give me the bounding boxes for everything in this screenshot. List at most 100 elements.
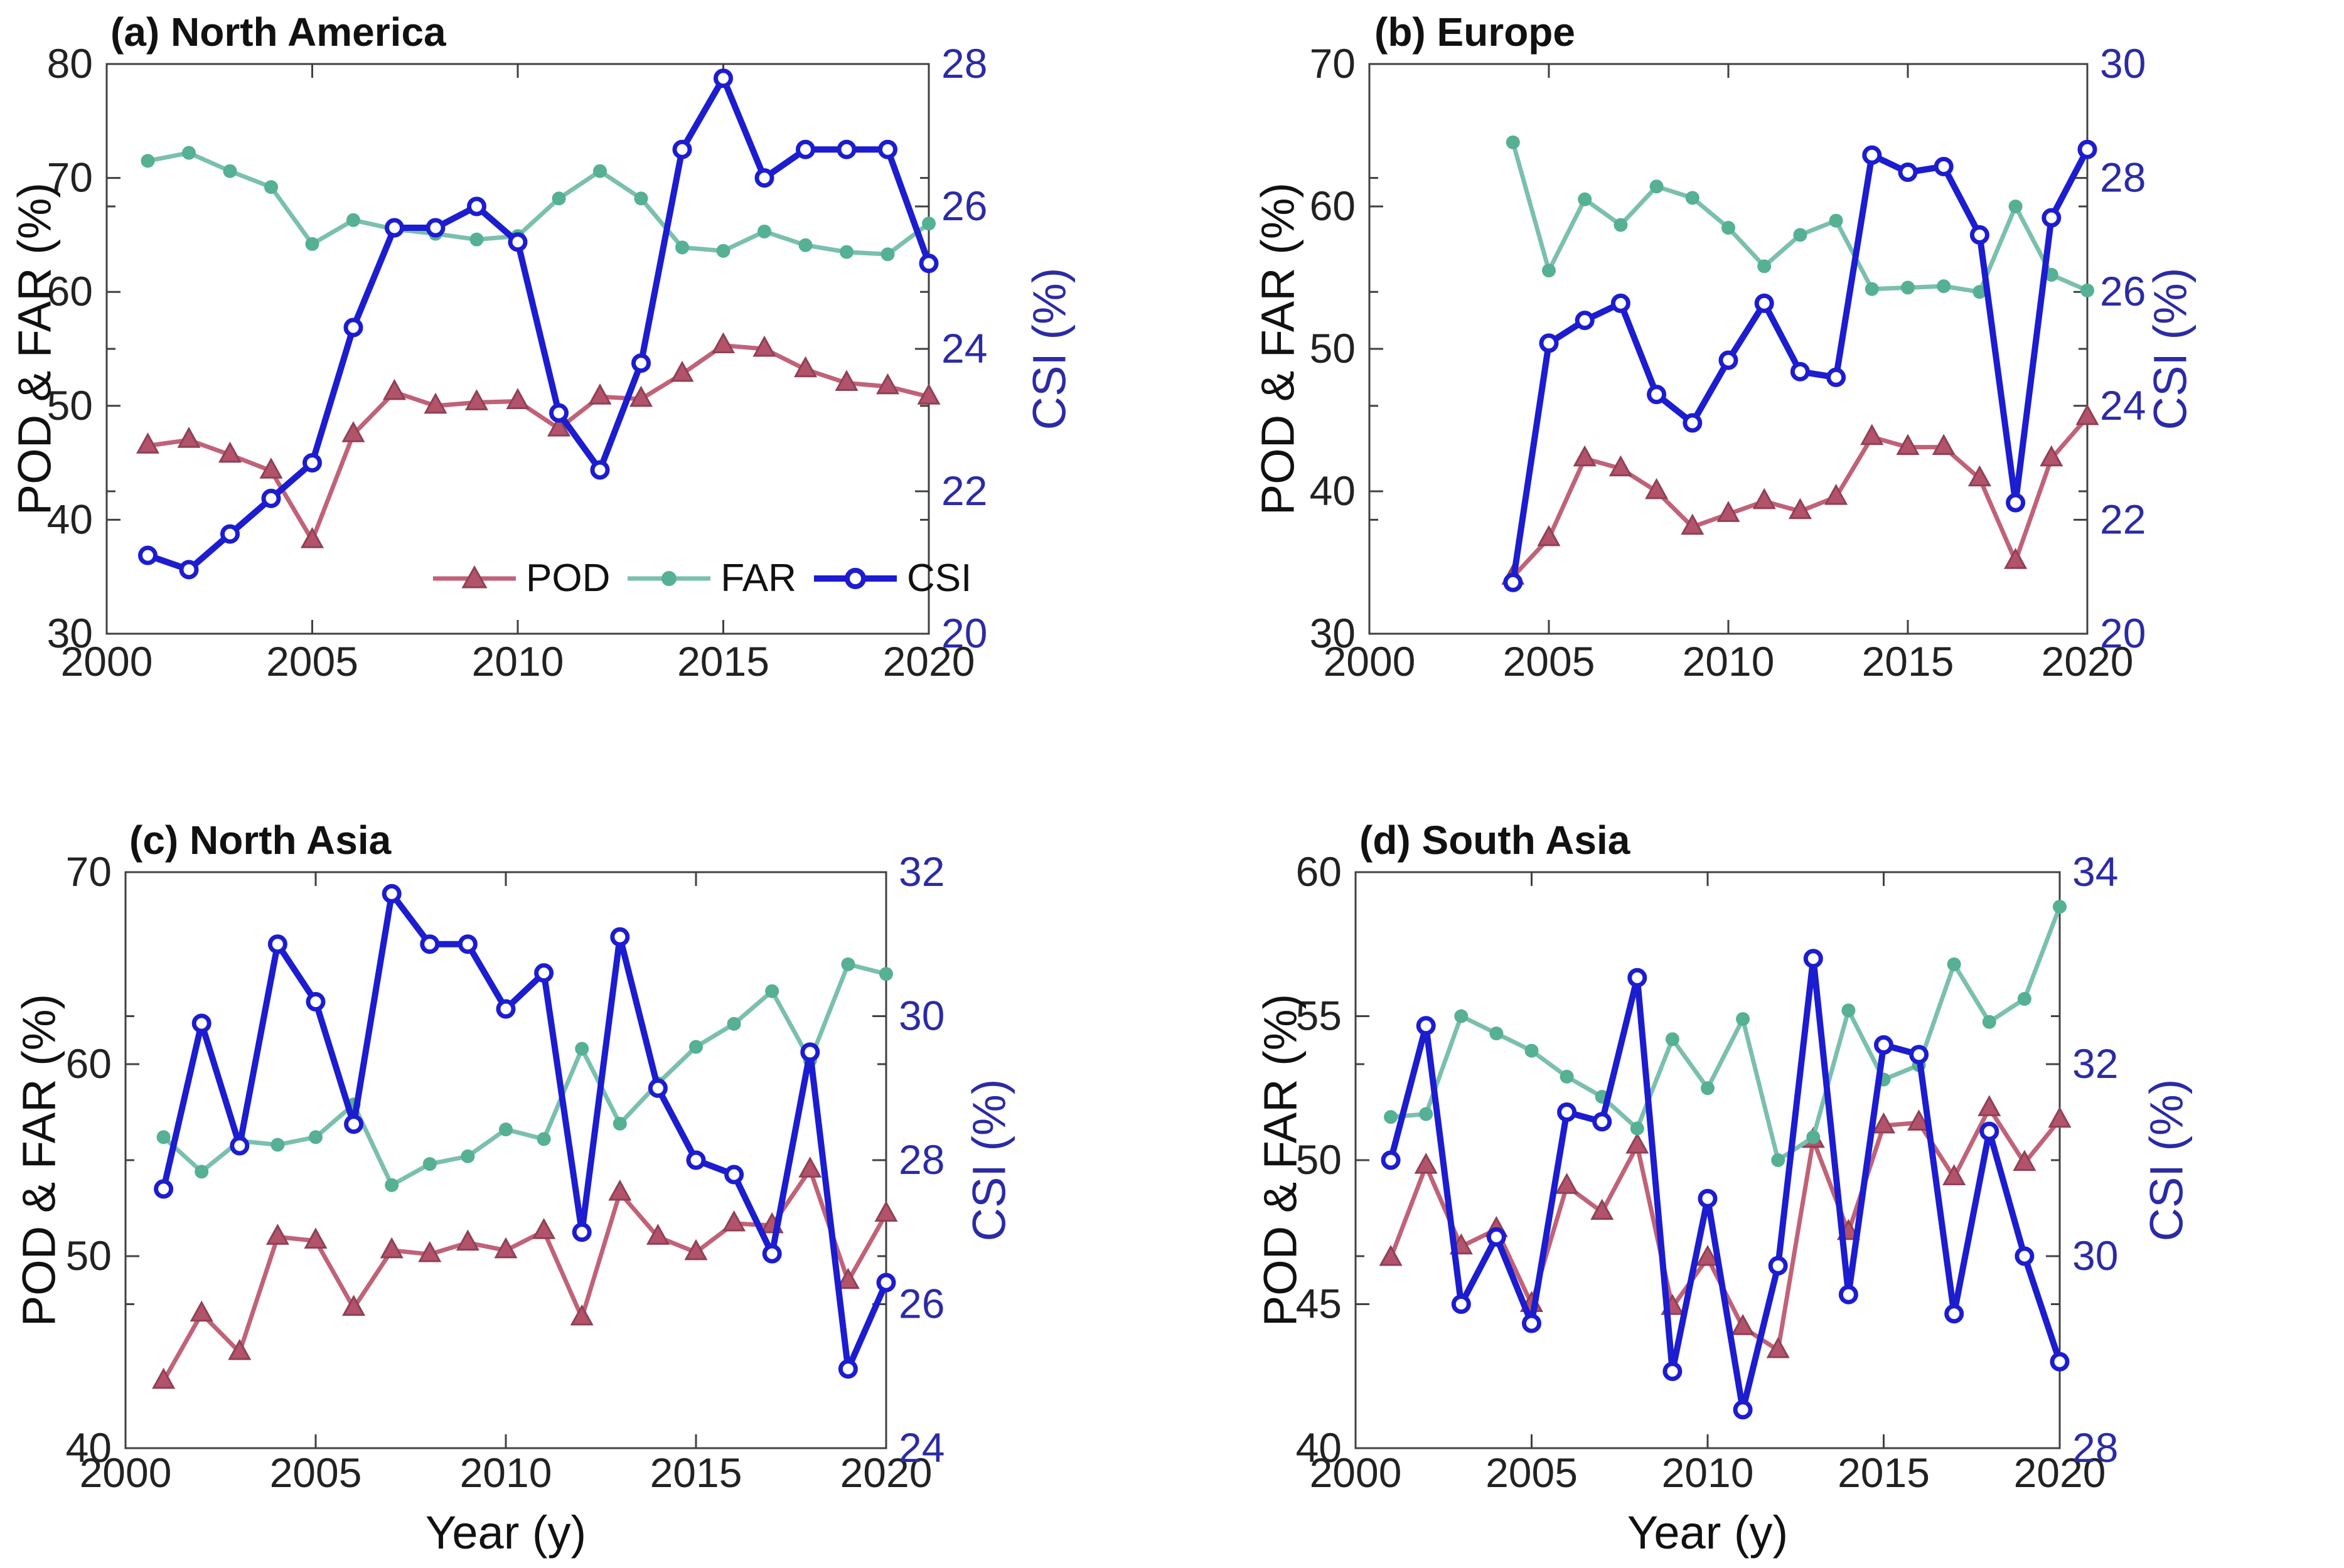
pod-series: [152, 1156, 898, 1389]
x-tick-label: 2020: [840, 1449, 933, 1496]
far-marker: [634, 191, 648, 206]
pod-marker: [917, 383, 941, 405]
left-tick-label: 50: [66, 1232, 112, 1279]
pod-marker: [1379, 1244, 1403, 1266]
left-tick-label: 40: [47, 496, 93, 542]
csi-marker: [385, 218, 404, 238]
left-tick-label: 55: [1296, 993, 1342, 1039]
far-marker: [1506, 135, 1520, 149]
csi-marker: [648, 1078, 668, 1098]
left-tick-label: 60: [1296, 848, 1342, 895]
pod-series: [136, 332, 941, 548]
far-marker: [1630, 1121, 1644, 1136]
right-tick-label: 28: [899, 1136, 945, 1183]
pod-marker: [177, 427, 201, 448]
pod-marker: [1871, 1112, 1896, 1134]
pod-marker: [300, 526, 324, 548]
tick-labels: 2000 2005 2010 2015 2020 40 45 50 55 60 28 30 32 34: [1296, 848, 2119, 1496]
csi-marker: [382, 883, 402, 904]
csi-marker: [458, 934, 478, 954]
panel-south-asia: 2000 2005 2010 2015 2020 40 45 50 55 60 28 30 32 34 (…: [1172, 784, 2344, 1568]
far-marker: [1384, 1110, 1398, 1124]
csi-marker: [534, 963, 554, 983]
y-axis-label-left: POD & FAR (%): [8, 182, 61, 516]
far-marker: [1419, 1107, 1433, 1121]
left-tick-label: 40: [66, 1424, 112, 1471]
pod-marker: [1896, 434, 1920, 456]
csi-series: [138, 68, 939, 580]
legend-item-far: FAR: [626, 556, 796, 600]
right-tick-label: 24: [899, 1424, 945, 1471]
pod-marker: [1752, 488, 1776, 509]
pod-marker: [670, 360, 694, 382]
far-marker: [613, 1116, 627, 1131]
pod-marker: [1766, 1336, 1790, 1358]
far-marker: [1901, 280, 1915, 295]
x-tick-label: 2005: [1503, 638, 1595, 685]
pod-marker: [1608, 455, 1632, 477]
chart-canvas-c: 2000 2005 2010 2015 2020 40 50 60 70 24 26 28 30 32: [66, 848, 945, 1496]
pod-marker: [136, 432, 160, 454]
far-marker: [1685, 191, 1699, 205]
right-tick-label: 26: [899, 1281, 945, 1327]
pod-marker: [570, 1304, 594, 1326]
far-series: [1384, 900, 2067, 1167]
csi-marker: [572, 1222, 592, 1242]
pod-marker: [1860, 424, 1884, 445]
csi-marker: [1909, 1045, 1929, 1065]
pod-marker: [1696, 1244, 1720, 1266]
far-marker: [2008, 200, 2023, 213]
pod-line: [1511, 415, 2089, 579]
csi-line: [1388, 955, 2063, 1413]
far-marker: [1614, 218, 1628, 232]
far-marker: [841, 957, 855, 971]
csi-marker: [1416, 1016, 1436, 1036]
csi-marker: [1733, 1400, 1753, 1420]
csi-marker: [1557, 1102, 1577, 1122]
csi-marker: [1768, 1256, 1788, 1276]
csi-marker: [838, 1359, 858, 1379]
x-tick-label: 2005: [266, 638, 358, 685]
pod-marker: [1555, 1173, 1579, 1194]
far-marker: [798, 238, 813, 252]
far-marker: [1793, 228, 1807, 242]
far-marker: [461, 1149, 475, 1163]
pod-marker: [456, 1229, 479, 1251]
csi-marker: [154, 1179, 174, 1199]
y-axis-label-right: CSI (%): [2140, 1079, 2193, 1242]
far-marker: [689, 1040, 703, 1054]
csi-marker: [590, 460, 610, 480]
panel-title: (d) South Asia: [1359, 818, 1630, 863]
plot-border: [1368, 63, 2089, 635]
tick-marks: [1368, 63, 2089, 635]
pod-marker: [722, 1210, 746, 1232]
csi-marker: [714, 68, 733, 88]
csi-marker: [1539, 333, 1559, 353]
panel-europe: 2000 2005 2010 2015 2020 30 40 50 60 70 20 22 24 26 28…: [1172, 0, 2344, 784]
right-tick-label: 32: [899, 848, 945, 895]
legend-label: CSI: [906, 557, 972, 600]
panel-title: (b) Europe: [1374, 9, 1575, 55]
pod-marker: [1590, 1198, 1614, 1220]
far-marker: [1454, 1009, 1469, 1023]
csi-marker: [610, 927, 630, 947]
csi-marker: [549, 403, 569, 423]
far-marker: [1542, 264, 1556, 278]
right-tick-label: 30: [899, 993, 945, 1039]
right-tick-label: 32: [2072, 1040, 2118, 1087]
pod-marker: [259, 457, 283, 479]
far-marker: [1806, 1130, 1821, 1144]
left-tick-label: 60: [66, 1040, 112, 1087]
far-marker: [1771, 1153, 1785, 1167]
csi-marker: [1803, 949, 1823, 969]
right-tick-label: 24: [941, 325, 987, 371]
far-marker: [141, 154, 155, 168]
far-marker: [223, 164, 237, 178]
csi-marker: [302, 453, 322, 473]
left-tick-label: 60: [1310, 183, 1356, 229]
far-marker: [552, 191, 566, 206]
csi-marker: [230, 1136, 250, 1156]
far-marker: [1560, 1069, 1574, 1084]
csi-marker: [1826, 367, 1846, 387]
csi-marker: [1754, 293, 1774, 313]
